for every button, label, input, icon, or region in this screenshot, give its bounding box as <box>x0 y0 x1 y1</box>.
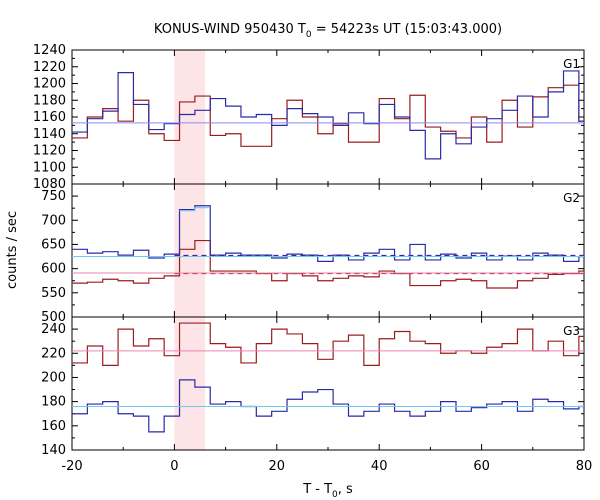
x-tick-label: 40 <box>371 459 388 474</box>
panels-layer: 108011001120114011601180120012201240G150… <box>33 43 592 474</box>
y-tick-label: 1140 <box>33 127 66 142</box>
series-blue-step <box>72 70 584 160</box>
series-blue-step <box>72 205 584 262</box>
x-tick-label: 60 <box>473 459 490 474</box>
panel-label: G1 <box>563 57 580 71</box>
y-tick-label: 1240 <box>33 43 66 58</box>
series-red-step <box>72 239 584 289</box>
y-tick-label: 1160 <box>33 110 66 125</box>
panel-g2: 500 550 600 650 700 750 G2 <box>41 183 585 325</box>
chart-title-subscript: 0 <box>306 30 312 40</box>
x-tick-label: 80 <box>576 459 593 474</box>
y-tick-label: 700 <box>41 213 66 228</box>
series-cyan-step <box>179 207 211 212</box>
y-tick-label: 220 <box>41 346 66 361</box>
x-tick-label: -20 <box>61 459 82 474</box>
x-tick-label: 20 <box>269 459 286 474</box>
chart-title: KONUS-WIND 950430 T0 = 54223s UT (15:03:… <box>154 22 502 40</box>
y-tick-label: 1080 <box>33 177 66 192</box>
y-tick-label: 140 <box>41 443 66 458</box>
y-tick-label: 600 <box>41 262 66 277</box>
y-tick-label: 240 <box>41 322 66 337</box>
y-tick-label: 160 <box>41 419 66 434</box>
chart-title-main: KONUS-WIND 950430 T <box>154 22 306 37</box>
y-tick-label: 1100 <box>33 160 66 175</box>
y-tick-label: 200 <box>41 370 66 385</box>
chart-title-tail: = 54223s UT (15:03:43.000) <box>312 22 502 37</box>
y-tick-label: 550 <box>41 286 66 301</box>
y-tick-label: 1200 <box>33 77 66 92</box>
x-axis-title-subscript: 0 <box>332 490 338 500</box>
y-axis-title: counts / sec <box>5 211 20 289</box>
y-tick-label: 1220 <box>33 60 66 75</box>
x-tick-label: 0 <box>170 459 178 474</box>
y-tick-label: 750 <box>41 189 66 204</box>
y-tick-label: 650 <box>41 237 66 252</box>
series-blue-step <box>72 379 584 433</box>
panel-label: G3 <box>563 324 580 338</box>
x-axis-title: T - T0, s <box>302 482 353 500</box>
y-tick-label: 180 <box>41 395 66 410</box>
y-tick-label: 500 <box>41 310 66 325</box>
x-axis-title-tail: , s <box>338 482 353 497</box>
y-tick-label: 1120 <box>33 144 66 159</box>
y-tick-label: 1180 <box>33 93 66 108</box>
series-red-step <box>72 84 584 147</box>
panel-label: G2 <box>563 191 580 205</box>
x-axis-title-main: T - T <box>302 482 332 497</box>
series-red-step <box>72 322 584 366</box>
panel-g3: 140 160 180 200 220 240 G3 <box>41 316 585 458</box>
